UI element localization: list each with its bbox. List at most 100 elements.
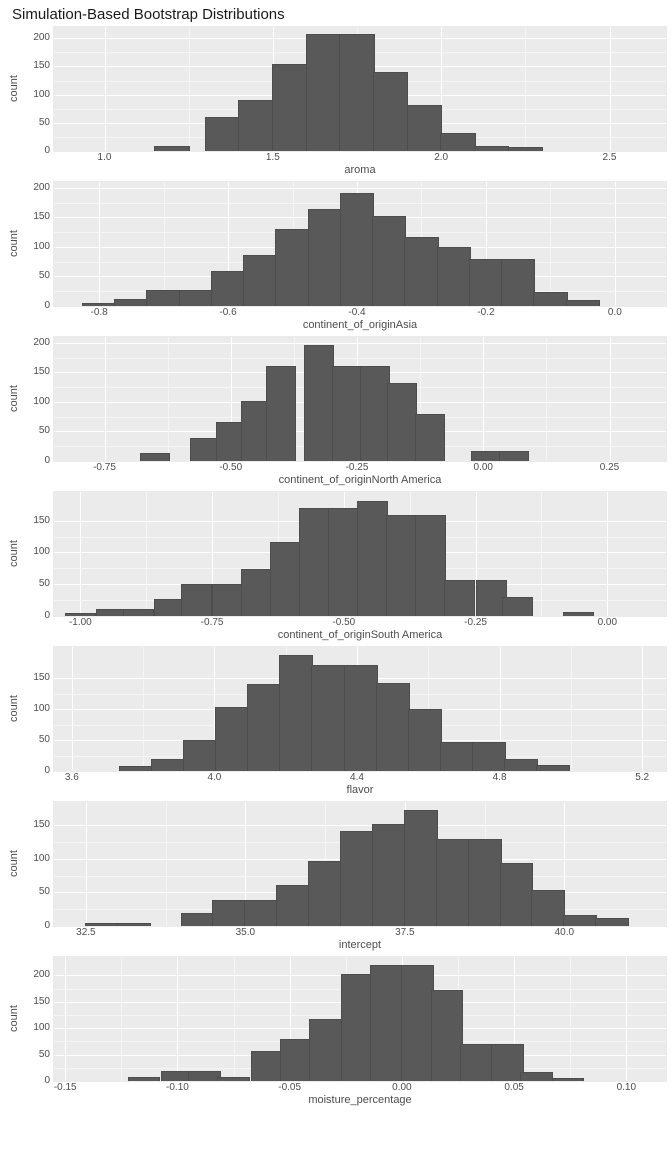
x-tick-label: 3.6 [65, 772, 79, 783]
x-tick-label: 2.5 [603, 152, 617, 163]
histogram-bar [388, 384, 416, 461]
histogram-bar [377, 684, 409, 771]
histogram-bar [281, 1040, 311, 1081]
histogram-bar [405, 811, 437, 926]
x-axis-ticks: -0.8-0.6-0.4-0.20.0 [54, 306, 666, 320]
y-tick-label: 150 [33, 820, 50, 830]
x-tick-label: -0.50 [219, 462, 242, 473]
x-tick-label: 0.10 [617, 1082, 636, 1093]
x-axis-ticks: -0.15-0.10-0.050.000.050.10 [54, 1081, 666, 1095]
histogram-bar [445, 581, 474, 616]
y-tick-label: 200 [33, 338, 50, 348]
histogram-bar [312, 666, 344, 771]
histogram-panel: count0501001502001.01.52.02.5aroma [6, 27, 666, 176]
histogram-bar [280, 656, 312, 771]
y-tick-label: 150 [33, 367, 50, 377]
histogram-bar [182, 914, 214, 926]
y-tick-label: 50 [39, 271, 50, 281]
histogram-bar [267, 367, 295, 461]
x-tick-label: 37.5 [395, 927, 414, 938]
y-tick-label: 100 [33, 704, 50, 714]
histogram-bar [305, 346, 333, 461]
y-tick-label: 50 [39, 735, 50, 745]
histogram-bar [189, 1072, 219, 1081]
x-tick-label: 0.25 [600, 462, 619, 473]
histogram-bar [596, 919, 628, 926]
histogram-bar [239, 101, 273, 151]
y-tick-label: 100 [33, 547, 50, 557]
x-tick-label: 0.05 [504, 1082, 523, 1093]
histogram-bar [276, 230, 308, 306]
histogram-bar [472, 452, 500, 461]
histogram-bar [162, 1072, 192, 1081]
x-axis-label: aroma [54, 164, 666, 176]
histogram-bar [242, 570, 271, 616]
x-tick-label: -1.00 [69, 617, 92, 628]
y-axis-label: count [6, 27, 20, 151]
x-axis-label: intercept [54, 939, 666, 951]
x-axis-label: moisture_percentage [54, 1094, 666, 1106]
y-tick-label: 50 [39, 887, 50, 897]
histogram-bar [217, 423, 245, 461]
histogram-bar [437, 840, 469, 926]
x-tick-label: 0.00 [474, 462, 493, 473]
y-axis-label: count [6, 182, 20, 306]
histogram-bar [141, 454, 169, 461]
histogram-bar [461, 1045, 491, 1081]
x-axis-ticks: 1.0 1.5 2.0 2.5 [54, 151, 666, 165]
y-tick-label: 200 [33, 970, 50, 980]
histogram-bar [358, 502, 387, 616]
x-tick-label: 5.2 [635, 772, 649, 783]
x-tick-label: -0.6 [219, 307, 236, 318]
histogram-bar [184, 741, 216, 771]
histogram-bar [371, 966, 401, 1081]
histogram-panel: count05010015032.535.037.540.0intercept [6, 802, 666, 951]
y-tick-label: 100 [33, 90, 50, 100]
histogram-bar [307, 35, 341, 151]
y-tick-label: 0 [44, 611, 50, 621]
y-tick-label: 50 [39, 579, 50, 589]
x-axis-ticks: 32.535.037.540.0 [54, 926, 666, 940]
x-axis-ticks: 3.64.04.44.85.2 [54, 771, 666, 785]
histogram-bar [244, 256, 276, 306]
histogram-bar [408, 106, 442, 151]
y-axis-ticks: 050100150200 [20, 957, 54, 1081]
panels-container: count0501001502001.01.52.02.5aromacount0… [6, 27, 666, 1106]
histogram-bar [277, 886, 309, 926]
x-tick-label: 0.00 [598, 617, 617, 628]
histogram-bar [341, 832, 373, 926]
histogram-bar [405, 238, 437, 306]
histogram-bar [409, 710, 441, 771]
histogram-bar [501, 864, 533, 926]
x-tick-label: -0.2 [477, 307, 494, 318]
histogram-bar [309, 862, 341, 926]
x-tick-label: -0.25 [464, 617, 487, 628]
y-tick-label: 50 [39, 1050, 50, 1060]
y-tick-label: 100 [33, 1023, 50, 1033]
histogram-bar [212, 272, 244, 306]
x-tick-label: 1.0 [98, 152, 112, 163]
y-tick-label: 0 [44, 456, 50, 466]
histogram-bar [248, 685, 280, 771]
x-axis-ticks: -0.75-0.50-0.250.000.25 [54, 461, 666, 475]
x-tick-label: -0.75 [93, 462, 116, 473]
histogram-bar [242, 402, 270, 461]
histogram-bar [213, 901, 245, 926]
histogram-bar [564, 916, 596, 926]
x-tick-label: -0.75 [201, 617, 224, 628]
x-tick-label: 1.5 [266, 152, 280, 163]
plot-area [54, 957, 666, 1081]
histogram-bar [216, 708, 248, 771]
histogram-bar [245, 901, 277, 926]
histogram-bar [152, 760, 184, 771]
histogram-bar [345, 666, 377, 771]
histogram-bar [191, 439, 219, 461]
histogram-bar [477, 581, 506, 616]
histogram-bar [441, 134, 475, 151]
histogram-panel: count050100150200-0.8-0.6-0.4-0.20.0cont… [6, 182, 666, 331]
histogram-bar [500, 452, 528, 461]
plot-area [54, 337, 666, 461]
page-title: Simulation-Based Bootstrap Distributions [12, 6, 666, 23]
x-tick-label: 2.0 [434, 152, 448, 163]
histogram-bar [521, 1073, 551, 1081]
